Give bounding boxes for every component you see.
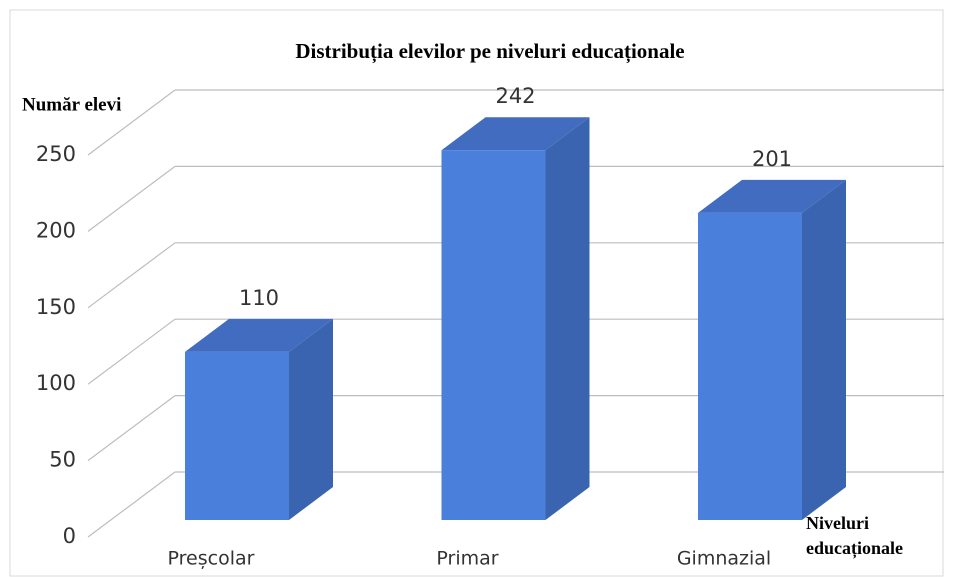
bar-side [802,179,846,520]
bar [698,212,802,520]
grid-line [87,242,176,309]
grid-line [87,165,176,232]
grid-line [87,318,176,385]
bar [185,351,289,520]
grid-line [87,89,176,156]
x-axis-title: Niveluri [806,513,869,533]
bar-side [545,117,590,520]
data-label: 110 [239,286,279,310]
grid-line [87,395,176,462]
x-tick-label: Preșcolar [168,548,255,570]
x-tick-label: Gimnazial [677,548,771,570]
bar-top [185,318,333,352]
y-tick-label: 200 [36,218,76,242]
bar-top [698,179,846,213]
data-label: 201 [752,147,792,171]
y-tick-label: 250 [36,142,76,166]
bar [441,150,546,520]
grid-line [87,471,176,538]
y-tick-label: 50 [49,448,76,472]
y-tick-label: 0 [63,524,76,548]
data-label: 242 [495,84,535,108]
bar-side [289,318,333,520]
bar-top [441,117,590,151]
y-tick-label: 100 [36,371,76,395]
y-tick-label: 150 [36,295,76,319]
y-axis-title: Număr elevi [22,94,121,115]
x-tick-label: Primar [436,548,498,570]
chart-title: Distribuția elevilor pe niveluri educați… [295,39,684,64]
x-axis-title: educaționale [806,538,903,559]
